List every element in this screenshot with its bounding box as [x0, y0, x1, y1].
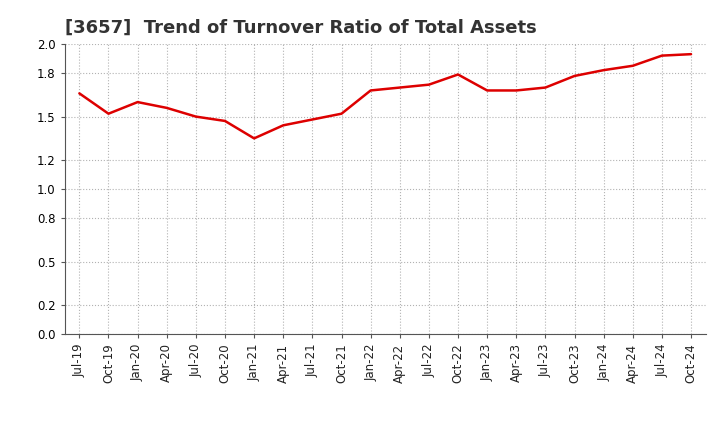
Text: [3657]  Trend of Turnover Ratio of Total Assets: [3657] Trend of Turnover Ratio of Total … — [65, 19, 536, 37]
